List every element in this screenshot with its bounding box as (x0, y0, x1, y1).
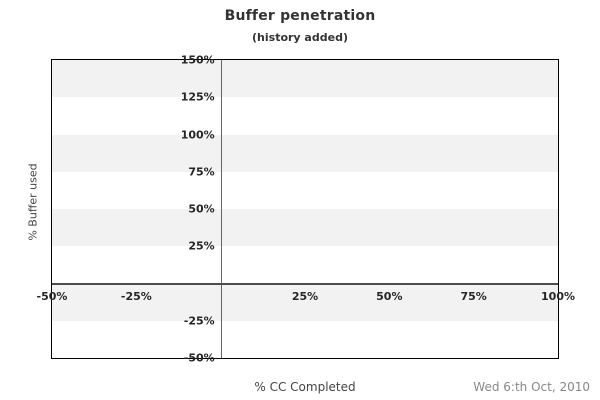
chart-subtitle: (history added) (252, 31, 348, 44)
chart-date: Wed 6:th Oct, 2010 (473, 380, 590, 394)
background-band (52, 283, 558, 321)
x-tick-label: 75% (460, 289, 487, 303)
y-tick-label: 75% (188, 165, 215, 179)
y-tick-label: -50% (183, 351, 215, 365)
x-tick-label: 25% (291, 289, 319, 303)
background-band (52, 134, 558, 172)
background-band (52, 209, 558, 247)
x-tick-label: -50% (36, 289, 68, 303)
x-axis-title: % CC Completed (254, 380, 356, 394)
y-tick-label: -25% (183, 314, 215, 328)
x-tick-label: 100% (541, 289, 575, 303)
y-axis-zero-line (221, 60, 222, 358)
y-tick-label: 100% (180, 128, 215, 141)
x-axis-zero-line (52, 283, 558, 285)
y-tick-label: 25% (188, 239, 215, 253)
y-tick-label: 150% (180, 53, 215, 67)
y-tick-label: 50% (188, 202, 215, 216)
y-tick-label: 125% (180, 90, 215, 104)
x-tick-label: -25% (120, 289, 152, 303)
y-axis-title: % Buffer used (26, 163, 40, 241)
chart-title: Buffer penetration (224, 8, 376, 24)
x-tick-label: 50% (376, 289, 403, 303)
background-band (52, 60, 558, 98)
plot-area: 150% 125% 100% 75% 50% 25% -25% -50% -50% -25% 25%… (37, 54, 575, 365)
